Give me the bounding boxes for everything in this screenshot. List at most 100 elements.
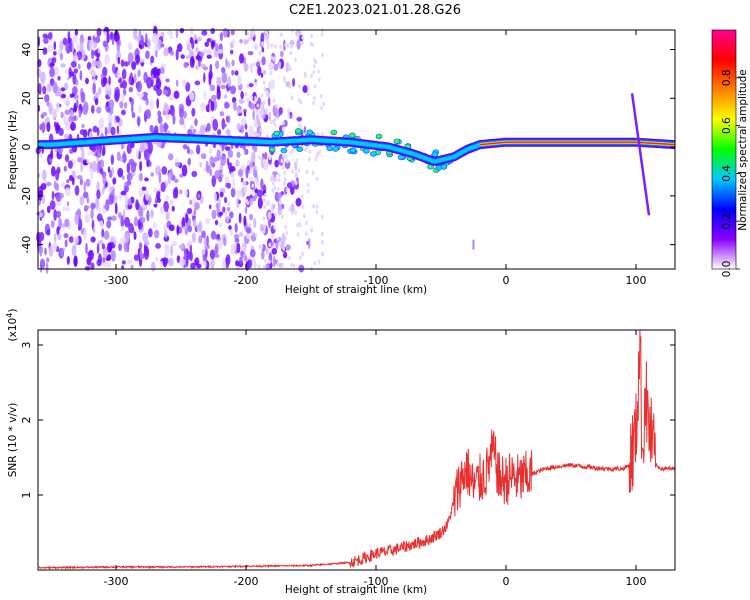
spectrogram-cell [191,57,195,65]
spectrogram-cell [114,91,120,103]
spectrogram-cell [53,41,57,51]
spectrogram-cell [288,255,291,261]
spectrogram-cell [110,154,114,165]
snr-y-ticks: 1 2 3 [20,342,675,499]
spectrogram-cell [276,262,280,267]
spectrogram-cell [73,235,79,245]
spectrogram-cell [81,148,85,160]
spectrogram-cell [101,149,105,157]
spectrogram-cell [234,70,239,76]
spectrogram-cell [298,83,301,89]
spectrogram-cell [38,82,42,92]
spectrogram-cell [253,99,257,104]
spectrogram-cell [251,151,256,164]
spectrogram-cell [214,219,219,226]
spectrogram-cell [221,144,225,152]
spectrogram-cell [274,177,277,182]
spectrogram-cell [274,212,277,217]
spectrogram-cell [292,77,296,87]
spectrogram-cell [310,33,313,39]
spectrogram-cell [56,166,61,175]
spectrogram-cell [300,194,304,199]
spectrogram-cell [214,192,217,203]
spectrogram-cell [97,253,103,265]
spectrogram-cell [164,230,168,239]
spectrogram-cell [109,169,113,179]
spectrogram-cell [150,261,156,272]
spectrogram-cell [290,203,295,214]
spectrogram-cell [295,128,302,134]
spectrogram-cell [210,27,216,35]
spectrogram-cell [79,195,85,206]
spectrogram-cell [260,93,264,98]
spectrogram-cell [102,261,108,268]
spectrogram-cell [375,133,383,140]
spectrogram-cell [299,255,302,260]
spectrogram-cell [281,262,285,268]
spectrogram-cell [195,55,202,61]
spectrogram-cell [107,123,111,135]
spectrogram-cell [294,161,298,171]
spectrogram-cell [272,171,278,176]
spectrogram-cell [60,87,66,92]
spectrogram-cell [139,58,145,63]
spectrogram-cell [171,241,178,247]
spectrogram-cell [92,226,96,234]
spectrogram-cell [271,188,275,193]
spectrogram-cell [272,255,276,268]
spectrogram-cell [77,157,83,163]
spectrogram-cell [179,189,183,195]
spectrogram-cell [229,211,234,219]
spectrogram-cell [296,146,304,152]
spectrogram-cell [440,164,448,170]
spectrogram-cell [120,59,125,67]
spectrogram-cell [101,243,106,250]
spectrogram-cell [257,66,262,76]
spectrogram-cell [307,238,311,250]
spectrogram-cell [158,68,161,76]
spectrogram-cell [258,155,261,160]
spectrogram-cell [313,57,316,63]
spectrogram-cell [146,210,150,222]
spectrogram-cell [99,159,105,169]
spectrogram-cell [269,79,276,90]
spectrogram-cell [249,249,256,258]
spectrogram-cell [184,189,189,197]
spectrogram-cell [192,128,197,134]
spectrogram-cell [281,214,284,220]
spectrogram-cell [168,257,174,267]
spectrogram-cell [227,162,233,170]
spectrogram-cell [195,64,199,70]
spectrogram-cell [161,166,168,175]
spectrogram-cell [144,177,149,182]
spectrogram-cell [279,125,283,133]
spectrogram-cell [74,214,80,226]
spectrogram-cell [205,248,208,258]
spectrogram-cell [123,61,129,67]
spectrogram-cell [136,35,141,42]
spectrogram-cell [173,90,180,99]
spectrogram-cell [301,40,304,46]
spectrogram-cell [141,146,147,151]
y-tick-label: 1 [20,492,33,499]
spectrogram-cell [88,249,94,261]
spectrogram-cell [65,41,71,54]
spectrogram-cell [262,159,265,164]
spectrogram-cell [96,106,102,114]
spectrogram-cell [127,42,133,51]
spectrogram-cell [230,187,236,198]
spectrogram-cell [197,193,201,199]
spectrogram-cell [285,187,289,193]
spectrogram-cell [96,27,102,37]
spectrogram-cell [198,235,203,244]
spectrogram-cell [124,193,129,205]
spectrogram-cell [236,123,242,131]
spectrogram-cell [264,192,267,198]
spectrogram-cell [139,249,143,260]
spectrogram-cell [62,205,66,212]
spectrogram-cell [281,164,285,170]
spectrogram-cell [138,242,143,250]
spectrogram-cell [273,185,277,190]
spectrogram-cell [42,85,47,95]
spectrogram-cell [245,226,252,234]
